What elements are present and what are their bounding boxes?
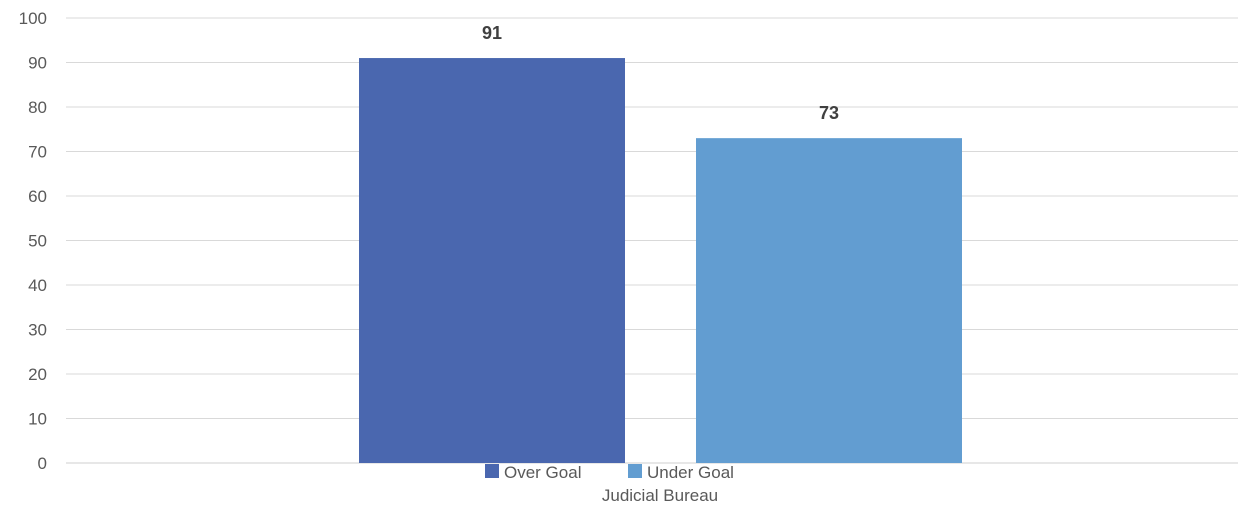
y-tick-label: 20 xyxy=(28,365,47,384)
y-tick-label: 60 xyxy=(28,187,47,206)
legend: Over Goal Under Goal xyxy=(485,463,734,482)
y-tick-label: 30 xyxy=(28,321,47,340)
bar-under-goal xyxy=(696,138,962,463)
legend-swatch xyxy=(628,464,642,478)
y-tick-label: 50 xyxy=(28,232,47,251)
x-axis-categories: Judicial Bureau xyxy=(602,486,718,505)
y-tick-label: 70 xyxy=(28,143,47,162)
legend-swatch xyxy=(485,464,499,478)
y-tick-label: 0 xyxy=(38,454,47,473)
data-label: 91 xyxy=(482,23,502,43)
legend-label: Over Goal xyxy=(504,463,581,482)
category-label: Judicial Bureau xyxy=(602,486,718,505)
bar-over-goal xyxy=(359,58,625,464)
data-label: 73 xyxy=(819,103,839,123)
y-tick-label: 10 xyxy=(28,410,47,429)
y-tick-label: 90 xyxy=(28,54,47,73)
y-tick-label: 100 xyxy=(19,9,47,28)
y-tick-label: 80 xyxy=(28,98,47,117)
data-labels: 91 73 xyxy=(482,23,839,123)
bars xyxy=(359,58,962,464)
legend-label: Under Goal xyxy=(647,463,734,482)
y-axis: 0 10 20 30 40 50 60 70 80 90 100 xyxy=(19,9,47,473)
y-tick-label: 40 xyxy=(28,276,47,295)
gridlines xyxy=(66,17,1238,464)
